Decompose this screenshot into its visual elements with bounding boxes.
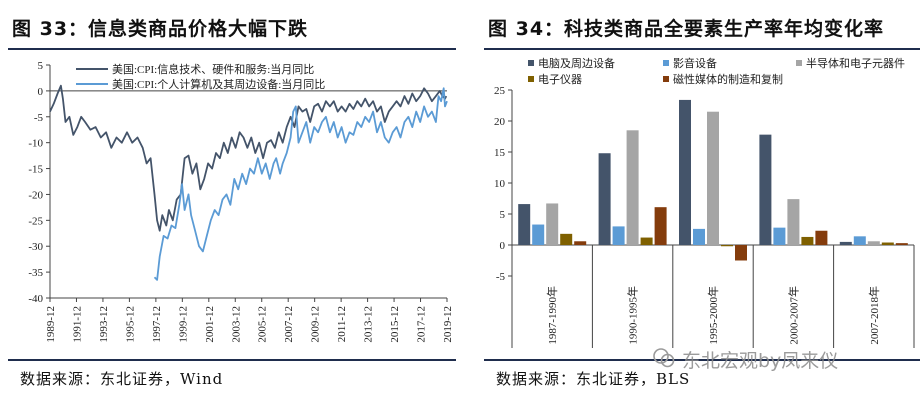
legend-swatch-5 [663, 76, 669, 82]
x-tick-label: 1997-12 [151, 306, 163, 343]
bar-1-3 [679, 99, 691, 245]
left-chart-panel: 图 33：信息类商品价格大幅下跌 5 0 -5 -10 -15 -20 -25 -30 -35 -… [0, 0, 460, 403]
y-tick-label: 5 [500, 209, 506, 221]
bar-4-3 [721, 245, 733, 247]
bar-2-2 [612, 226, 625, 245]
bar-3-4 [787, 199, 800, 245]
legend-swatch-4 [528, 76, 534, 82]
legend-label-1: 电脑及周边设备 [538, 56, 615, 70]
right-source-text: 数据来源：东北证券，BLS [496, 370, 691, 388]
x-tick-label: 1989-12 [45, 306, 57, 343]
bar-2-4 [773, 227, 786, 245]
bar-5-2 [654, 207, 667, 245]
series-line-1 [49, 84, 448, 232]
x-tick-label: 1991-12 [71, 306, 83, 343]
bar-5-4 [815, 230, 828, 245]
x-category-label: 2000-2007年 [786, 286, 800, 345]
bar-2-5 [853, 236, 866, 245]
bar-3-2 [626, 130, 639, 245]
y-tick-label: -5 [496, 271, 506, 283]
bar-2-1 [532, 224, 545, 245]
right-chart-panel: 图 34：科技类商品全要素生产率年均变化率 25 20 15 10 5 0 -5 1987-1… [476, 0, 924, 403]
bar-1-1 [518, 204, 531, 245]
legend-label-5: 磁性媒体的制造和复制 [673, 72, 783, 86]
x-tick-label: 2007-12 [283, 306, 295, 343]
x-category-label: 1995-2000年 [706, 286, 720, 345]
legend-label-1: 美国:CPI:信息技术、硬件和服务:当月同比 [112, 62, 314, 76]
bar-3-5 [867, 241, 880, 245]
y-tick-label: 0 [38, 86, 44, 98]
right-title-bar: 图 34：科技类商品全要素生产率年均变化率 [484, 10, 920, 50]
y-tick-label: -30 [28, 241, 43, 253]
legend-label-2: 影音设备 [673, 56, 717, 70]
y-tick-label: 25 [494, 85, 506, 97]
bar-4-5 [881, 242, 894, 245]
x-tick-label: 2011-12 [336, 306, 348, 342]
y-tick-label: 10 [494, 178, 506, 190]
x-tick-label: 2005-12 [257, 306, 269, 343]
bar-4-4 [801, 236, 814, 245]
x-tick-label: 1995-12 [124, 306, 136, 343]
x-tick-label: 2009-12 [310, 306, 322, 343]
wechat-logo-icon [653, 348, 675, 368]
bar-3-3 [707, 111, 719, 245]
right-bar-chart: 25 20 15 10 5 0 -5 1987-1990年 1990-1995年 1995-200… [494, 56, 915, 348]
right-chart-title: 图 34：科技类商品全要素生产率年均变化率 [488, 18, 885, 40]
legend-swatch-1 [528, 60, 534, 66]
y-tick-label: -35 [28, 267, 43, 279]
y-tick-label: -15 [28, 164, 43, 176]
left-source-bar: 数据来源：东北证券，Wind [8, 359, 456, 395]
bar-2-3 [693, 228, 705, 245]
y-tick-label: -5 [34, 112, 44, 124]
legend-label-4: 电子仪器 [538, 73, 582, 86]
bar-4-1 [560, 233, 573, 245]
x-category-label: 1987-1990年 [545, 286, 559, 345]
y-tick-label: -20 [28, 189, 43, 201]
x-tick-label: 2003-12 [230, 306, 242, 343]
bar-4-2 [640, 237, 653, 245]
y-tick-label: 0 [500, 240, 506, 252]
x-tick-label: 1993-12 [98, 306, 110, 343]
legend-swatch-2 [663, 60, 669, 66]
left-source-text: 数据来源：东北证券，Wind [20, 370, 224, 388]
x-tick-label: 2001-12 [204, 306, 216, 343]
bar-1-4 [759, 134, 772, 245]
x-tick-label: 2019-12 [442, 306, 454, 343]
y-tick-label: -10 [28, 138, 43, 150]
y-tick-label: 5 [38, 60, 44, 72]
left-title-bar: 图 33：信息类商品价格大幅下跌 [8, 10, 456, 50]
x-category-label: 1990-1995年 [626, 286, 640, 345]
watermark-text: 东北宏观by凤来仪 [682, 350, 839, 372]
series-line-2 [153, 87, 448, 281]
x-tick-label: 1999-12 [177, 306, 189, 343]
y-tick-label: 20 [494, 116, 506, 128]
x-category-label: 2007-2018年 [867, 286, 881, 345]
bar-1-5 [839, 241, 852, 245]
x-tick-label: 2017-12 [416, 306, 428, 343]
right-source-bar: 数据来源：东北证券，BLS [484, 359, 920, 395]
legend-label-2: 美国:CPI:个人计算机及其周边设备:当月同比 [112, 77, 325, 91]
bar-5-1 [574, 241, 587, 245]
x-tick-label: 2013-12 [363, 306, 375, 343]
bar-1-2 [598, 153, 611, 245]
bar-5-5 [895, 243, 908, 245]
y-tick-label: -40 [28, 293, 43, 305]
left-chart-title: 图 33：信息类商品价格大幅下跌 [12, 18, 309, 40]
y-tick-label: -25 [28, 215, 43, 227]
y-tick-label: 15 [494, 147, 506, 159]
x-tick-label: 2015-12 [389, 306, 401, 343]
bar-3-1 [546, 203, 559, 245]
bar-5-3 [735, 245, 747, 261]
legend-swatch-3 [796, 60, 802, 66]
legend-label-3: 半导体和电子元器件 [806, 56, 905, 70]
